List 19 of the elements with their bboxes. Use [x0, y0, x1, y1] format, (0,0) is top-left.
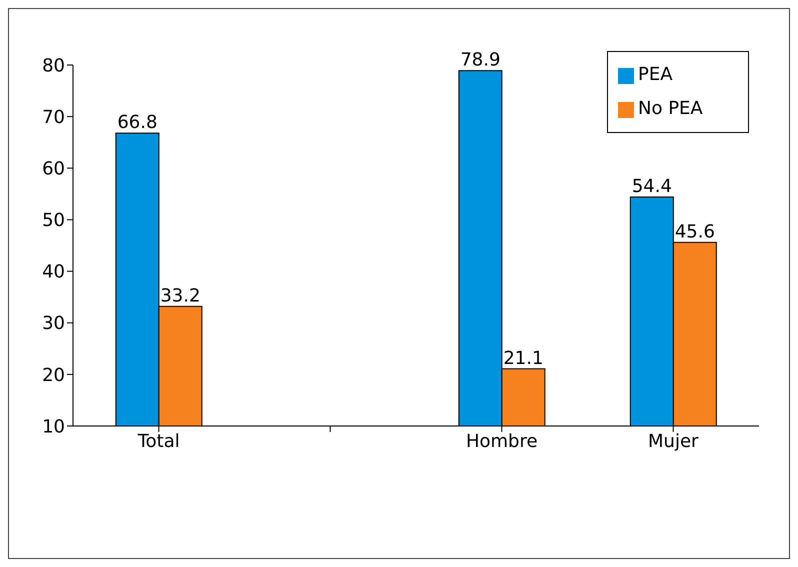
x-tick-label: Hombre — [466, 430, 538, 452]
data-label: 54.4 — [632, 176, 672, 198]
x-tick-label: Total — [136, 430, 180, 452]
y-tick-label: 10 — [42, 416, 65, 438]
data-label: 33.2 — [160, 285, 200, 306]
y-tick-label: 20 — [42, 364, 65, 386]
y-tick-label: 50 — [42, 210, 65, 232]
y-tick-label: 70 — [42, 106, 65, 128]
data-label: 66.8 — [117, 112, 158, 134]
data-label: 21.1 — [503, 348, 544, 369]
legend-label: No PEA — [638, 98, 703, 119]
y-tick-label: 30 — [42, 313, 65, 334]
data-label: 78.9 — [460, 50, 500, 71]
data-label: 45.6 — [674, 221, 715, 242]
y-tick-label: 80 — [42, 55, 65, 76]
y-tick-label: 60 — [42, 158, 65, 180]
x-tick-label: Mujer — [648, 430, 700, 452]
y-tick-label: 40 — [42, 262, 65, 283]
legend-label: PEA — [638, 64, 673, 85]
